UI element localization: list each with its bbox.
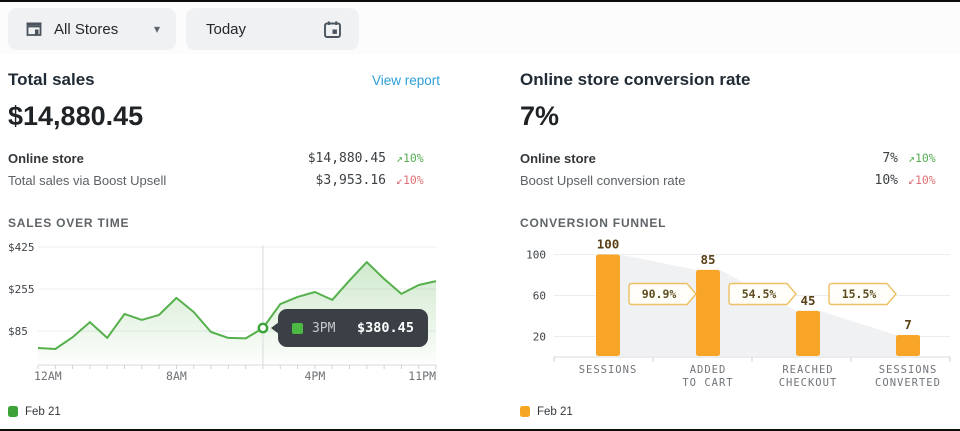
funnel-legend: Feb 21: [520, 404, 952, 419]
svg-text:12AM: 12AM: [34, 369, 62, 383]
conversion-funnel-heading: CONVERSION FUNNEL: [520, 216, 667, 230]
delta-up-badge: ↗10%: [908, 151, 936, 165]
svg-text:$425: $425: [8, 241, 35, 254]
svg-text:100: 100: [526, 249, 546, 262]
conversion-rate-value: 7%: [520, 101, 560, 131]
svg-text:CHECKOUT: CHECKOUT: [779, 377, 838, 389]
svg-text:REACHED: REACHED: [782, 364, 833, 376]
total-sales-value: $14,880.45: [8, 101, 144, 131]
svg-text:60: 60: [533, 290, 546, 303]
svg-text:CONVERTED: CONVERTED: [875, 377, 941, 389]
total-sales-title: Total sales: [8, 70, 95, 89]
sales-over-time-chart[interactable]: $425 $255 $85 12AM 8AM 4PM 11PM 3PM $380.45: [8, 239, 440, 388]
svg-text:90.9%: 90.9%: [642, 287, 677, 301]
metric-row-online-store-sales: Online store $14,880.45 ↗10%: [8, 147, 440, 169]
metric-label: Total sales via Boost Upsell: [8, 172, 167, 188]
arrow-up-icon: ↗: [908, 151, 915, 165]
arrow-down-icon: ↙: [908, 173, 915, 187]
metric-value: 10%: [874, 172, 898, 188]
view-report-link[interactable]: View report: [371, 73, 440, 88]
metric-label: Online store: [520, 150, 596, 166]
metric-label: Boost Upsell conversion rate: [520, 172, 686, 188]
metric-label: Online store: [8, 150, 84, 166]
chevron-down-icon: ▾: [153, 22, 160, 36]
svg-text:54.5%: 54.5%: [742, 287, 777, 301]
delta-down-badge: ↙10%: [396, 173, 424, 187]
metric-row-online-store-conversion: Online store 7% ↗10%: [520, 147, 952, 169]
conversion-funnel-chart[interactable]: 100 60 20 100 85 45 7 90.9% 54.5% 15.5% SESSIONS AD…: [520, 237, 952, 396]
conversion-panel: Online store conversion rate 7% Online s…: [520, 54, 952, 419]
tooltip-value: $380.45: [357, 320, 414, 337]
legend-swatch-green: [8, 406, 18, 417]
svg-text:11PM: 11PM: [408, 369, 436, 383]
store-selector-label: All Stores: [54, 20, 119, 38]
calendar-icon: [322, 19, 343, 40]
svg-text:85: 85: [700, 252, 715, 267]
dashboard-panels: Total sales View report $14,880.45 Onlin…: [0, 54, 960, 419]
svg-text:$255: $255: [8, 283, 35, 296]
arrow-up-icon: ↗: [396, 151, 403, 165]
arrow-down-icon: ↙: [396, 173, 403, 187]
date-range-label: Today: [206, 20, 247, 38]
metric-value: $3,953.16: [315, 172, 386, 188]
legend-swatch-orange: [520, 406, 530, 417]
total-sales-panel: Total sales View report $14,880.45 Onlin…: [8, 54, 440, 419]
svg-text:TO CART: TO CART: [682, 377, 733, 389]
storefront-icon: [24, 19, 44, 39]
svg-text:7: 7: [904, 317, 912, 332]
svg-text:15.5%: 15.5%: [842, 287, 877, 301]
store-selector-button[interactable]: All Stores ▾: [8, 8, 176, 50]
svg-text:SESSIONS: SESSIONS: [879, 364, 938, 376]
chart-tooltip: 3PM $380.45: [270, 309, 428, 348]
legend-label: Feb 21: [25, 405, 61, 418]
metric-value: 7%: [882, 150, 898, 166]
sales-legend: Feb 21: [8, 404, 440, 419]
svg-text:SESSIONS: SESSIONS: [579, 364, 638, 376]
date-range-button[interactable]: Today: [186, 8, 359, 50]
delta-up-badge: ↗10%: [396, 151, 424, 165]
svg-text:4PM: 4PM: [304, 369, 325, 383]
top-bar: All Stores ▾ Today: [0, 2, 960, 54]
metric-value: $14,880.45: [307, 150, 386, 166]
svg-text:ADDED: ADDED: [690, 364, 727, 376]
svg-text:45: 45: [800, 293, 815, 308]
metric-row-boost-upsell-conversion: Boost Upsell conversion rate 10% ↙10%: [520, 169, 952, 191]
legend-label: Feb 21: [537, 405, 573, 418]
svg-text:$85: $85: [8, 325, 28, 338]
svg-text:20: 20: [533, 331, 546, 344]
tooltip-time: 3PM: [311, 320, 336, 336]
svg-text:100: 100: [597, 239, 620, 252]
metric-row-boost-upsell-sales: Total sales via Boost Upsell $3,953.16 ↙…: [8, 169, 440, 191]
delta-down-badge: ↙10%: [908, 173, 936, 187]
conversion-title: Online store conversion rate: [520, 70, 751, 89]
tooltip-series-swatch: [291, 322, 303, 334]
sales-over-time-heading: SALES OVER TIME: [8, 216, 130, 230]
svg-text:8AM: 8AM: [166, 369, 187, 383]
